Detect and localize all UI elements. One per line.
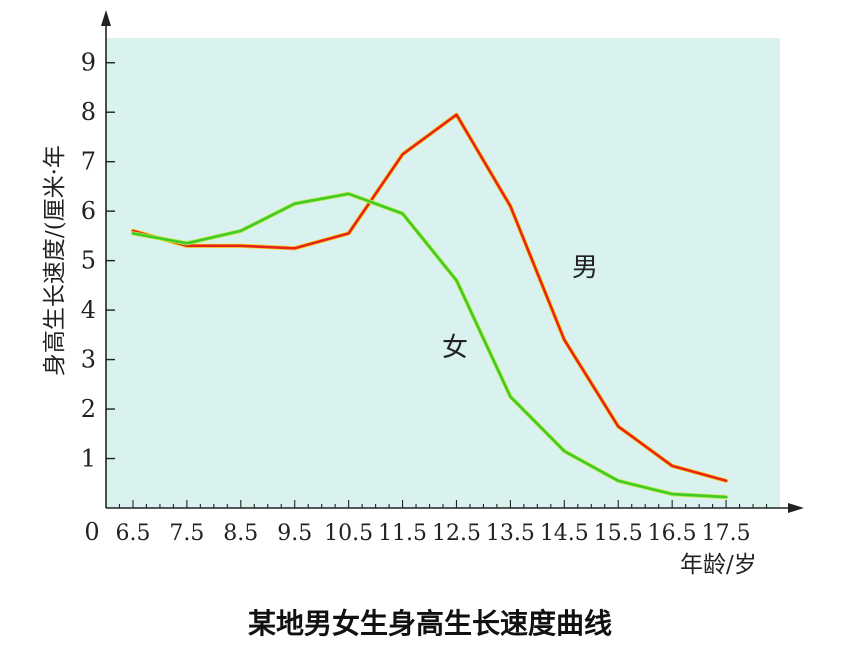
- x-axis-label: 年龄/岁: [680, 552, 757, 578]
- x-tick-label: 7.5: [169, 521, 204, 546]
- x-tick-label: 14.5: [540, 521, 589, 546]
- y-tick-label: 1: [81, 445, 96, 473]
- y-tick-label: 6: [81, 197, 96, 225]
- y-tick-label: 8: [81, 98, 96, 126]
- x-tick-label: 16.5: [648, 521, 697, 546]
- x-axis-arrow: [788, 503, 804, 513]
- y-tick-label: 3: [81, 346, 96, 374]
- figure-caption: 某地男女生身高生长速度曲线: [247, 607, 612, 640]
- origin-label: 0: [84, 518, 99, 546]
- series-line-female: [131, 192, 728, 499]
- x-tick-label: 12.5: [432, 521, 481, 546]
- y-axis-label: 身高生长速度/(厘米·年: [42, 145, 68, 376]
- x-tick-label: 8.5: [223, 521, 258, 546]
- x-tick-label: 17.5: [702, 521, 751, 546]
- y-tick-label: 9: [81, 49, 96, 77]
- series-line-male: [131, 113, 728, 483]
- x-tick-label: 6.5: [115, 521, 150, 546]
- y-axis-arrow: [101, 10, 111, 26]
- x-tick-label: 9.5: [277, 521, 312, 546]
- x-tick-label: 11.5: [378, 521, 427, 546]
- y-tick-label: 7: [81, 148, 96, 176]
- series-label-male: 男: [572, 253, 598, 283]
- plot-background: [106, 38, 780, 508]
- series-label-female: 女: [442, 333, 468, 363]
- y-tick-label: 2: [81, 395, 96, 423]
- x-tick-label: 13.5: [486, 521, 535, 546]
- y-tick-label: 5: [81, 247, 96, 275]
- x-tick-label: 10.5: [324, 521, 373, 546]
- y-tick-label: 4: [81, 296, 96, 324]
- x-tick-label: 15.5: [594, 521, 643, 546]
